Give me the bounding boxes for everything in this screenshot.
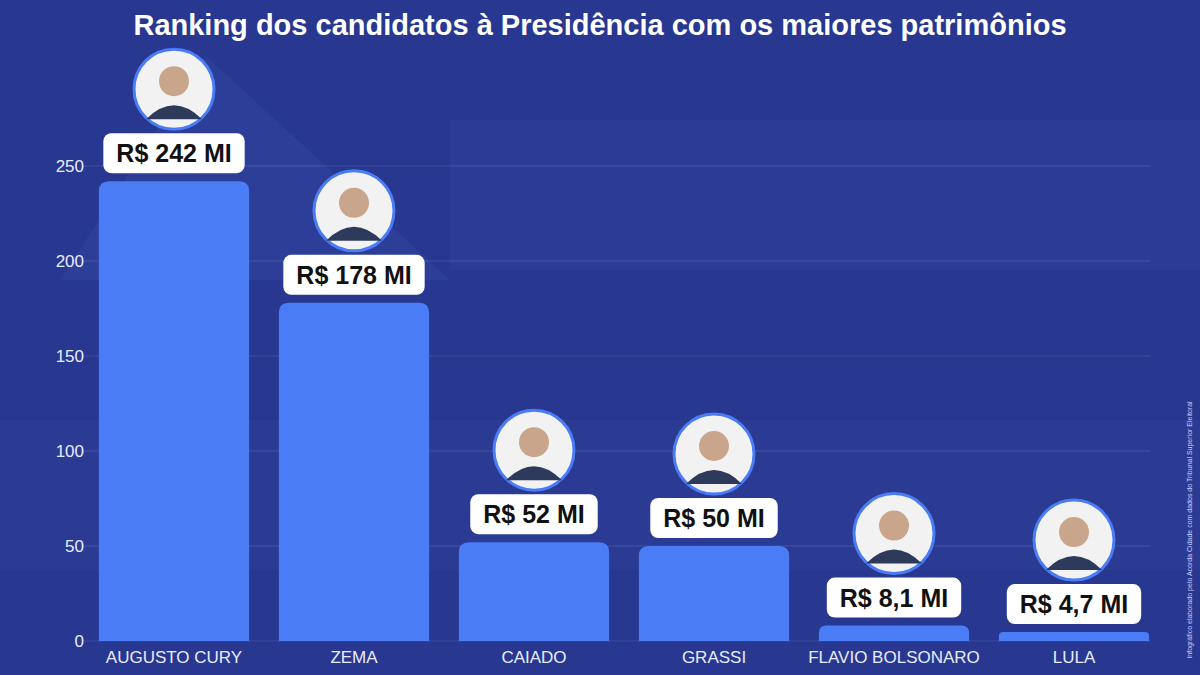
data-labels: R$ 242 MI R$ 178 MI R$ 52 MI R$ 50 MI R$ 8,1… (103, 49, 1141, 624)
chart-container: Ranking dos candidatos à Presidência com… (0, 0, 1200, 675)
bar (459, 542, 609, 641)
data-label-box (470, 494, 597, 534)
candidate-photo (674, 414, 754, 494)
data-label: R$ 50 MI (663, 504, 764, 532)
photo-head (519, 427, 549, 457)
bar (279, 303, 429, 641)
photo-frame (674, 414, 754, 494)
photo-frame (854, 494, 934, 574)
photo-body (866, 550, 922, 564)
x-tick-label: CAIADO (501, 648, 566, 667)
candidate-photo (494, 410, 574, 490)
x-tick-label: AUGUSTO CURY (106, 648, 242, 667)
bar (99, 181, 249, 641)
photo-body (506, 466, 562, 480)
candidate-photo (314, 171, 394, 251)
photo-body (686, 470, 742, 484)
source-note: Infográfico elaborado pelo Acorda Cidade… (1186, 401, 1194, 659)
photo-body (326, 227, 382, 241)
grid (84, 166, 1150, 641)
photo-frame (314, 171, 394, 251)
candidate-photo (1034, 500, 1114, 580)
y-tick-label: 200 (56, 252, 84, 271)
candidate-photo (854, 494, 934, 574)
data-label: R$ 242 MI (116, 139, 231, 167)
photo-body (1046, 556, 1102, 570)
chart-title: Ranking dos candidatos à Presidência com… (133, 9, 1066, 41)
x-tick-label: GRASSI (682, 648, 746, 667)
x-tick-label: LULA (1053, 648, 1096, 667)
photo-frame (494, 410, 574, 490)
candidate-photo (134, 49, 214, 129)
x-tick-label: FLAVIO BOLSONARO (808, 648, 980, 667)
data-label-box (1007, 584, 1141, 624)
photo-head (339, 188, 369, 218)
data-label: R$ 52 MI (483, 500, 584, 528)
photo-head (879, 511, 909, 541)
photo-head (1059, 517, 1089, 547)
y-tick-label: 150 (56, 347, 84, 366)
y-tick-label: 0 (75, 632, 84, 651)
photo-head (159, 66, 189, 96)
data-label: R$ 8,1 MI (840, 584, 948, 612)
background (0, 0, 1200, 675)
x-tick-label: ZEMA (330, 648, 378, 667)
y-tick-label: 100 (56, 442, 84, 461)
photo-frame (134, 49, 214, 129)
data-label-box (827, 578, 961, 618)
chart-svg: Ranking dos candidatos à Presidência com… (0, 0, 1200, 675)
background-band (450, 120, 1200, 270)
data-label: R$ 178 MI (296, 261, 411, 289)
y-tick-label: 250 (56, 157, 84, 176)
photo-head (699, 431, 729, 461)
bar (639, 546, 789, 641)
y-tick-label: 50 (65, 537, 84, 556)
data-label-box (283, 255, 424, 295)
photo-frame (1034, 500, 1114, 580)
bars (99, 181, 1149, 641)
bar (999, 632, 1149, 641)
photo-body (146, 105, 202, 119)
data-label-box (103, 133, 244, 173)
data-label: R$ 4,7 MI (1020, 590, 1128, 618)
bar (819, 626, 969, 641)
data-label-box (650, 498, 777, 538)
